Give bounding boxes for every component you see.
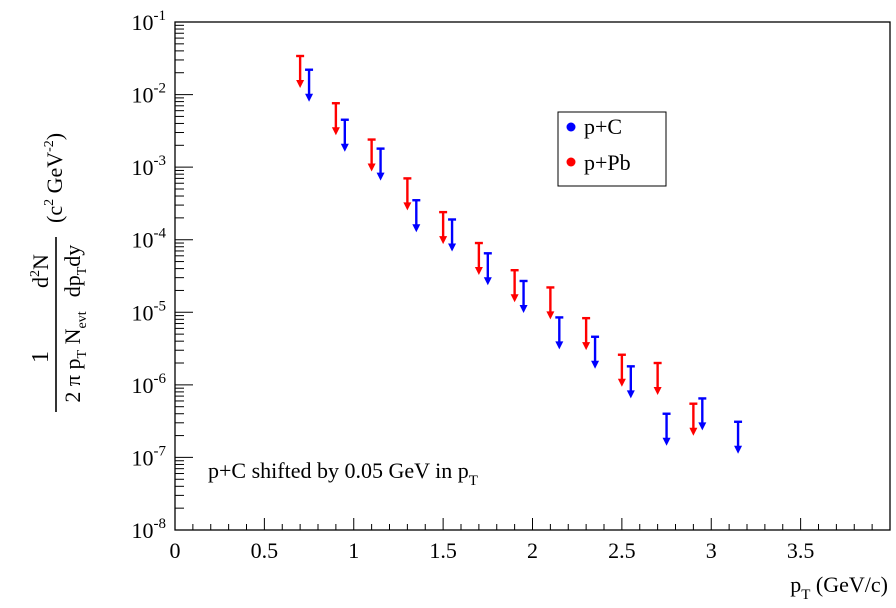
x-tick-label: 3.5 <box>787 538 815 563</box>
arrow-head <box>555 341 564 350</box>
arrow-head <box>546 311 555 320</box>
upper-limit-arrow-ppb <box>510 269 519 303</box>
upper-limit-arrow-ppb <box>689 402 698 436</box>
x-axis-title: pT (GeV/c) <box>790 572 888 603</box>
plot-frame <box>174 21 891 531</box>
x-axis: 0 0.5 1 1.5 2 2.5 3 3.5 <box>170 518 891 563</box>
y-tick-label: 10-7 <box>132 443 167 470</box>
upper-limit-arrow-pc <box>519 279 528 313</box>
y-axis: 10-8 10-7 10-6 10-5 10-4 10-3 10-2 10-1 <box>132 8 193 543</box>
legend-label-pc: p+C <box>584 114 622 139</box>
upper-limit-arrow-pc <box>412 199 421 233</box>
arrow-head <box>376 172 385 181</box>
upper-limit-arrow-ppb <box>617 353 626 387</box>
arrow-head <box>474 267 483 276</box>
upper-limit-arrow-pc <box>555 316 564 350</box>
x-tick-label: 1.5 <box>429 538 457 563</box>
legend-marker-ppb <box>566 157 576 167</box>
arrow-head <box>626 390 635 399</box>
arrow-head <box>483 277 492 286</box>
y-title-denominator: 2 π pT Nevt <box>60 311 90 402</box>
upper-limit-arrow-ppb <box>331 102 340 136</box>
x-tick-label: 1 <box>348 538 359 563</box>
arrow-head <box>296 80 305 89</box>
arrow-head <box>617 378 626 387</box>
upper-limit-arrow-ppb <box>296 54 305 89</box>
arrow-head <box>582 342 591 351</box>
legend-box <box>557 111 667 187</box>
x-tick-label: 3 <box>706 538 717 563</box>
upper-limit-arrow-pc <box>662 412 671 446</box>
upper-limit-arrow-pc <box>448 218 457 252</box>
arrow-head <box>510 294 519 303</box>
upper-limit-arrow-pc <box>626 365 635 399</box>
upper-limit-arrow-ppb <box>474 241 483 276</box>
arrow-head <box>305 93 314 102</box>
arrow-head <box>340 143 349 152</box>
upper-limit-arrow-pc <box>698 397 707 431</box>
upper-limit-arrow-ppb <box>439 210 448 245</box>
shift-annotation: p+C shifted by 0.05 GeV in pT <box>208 458 478 489</box>
upper-limit-arrow-pc <box>591 335 600 369</box>
y-tick-label: 10-3 <box>132 153 167 180</box>
x-tick-label: 2.5 <box>608 538 636 563</box>
upper-limit-arrow-pc <box>340 118 349 152</box>
arrow-head <box>331 127 340 136</box>
x-tick-label: 2 <box>527 538 538 563</box>
upper-limit-arrow-ppb <box>403 177 412 211</box>
y-tick-label: 10-2 <box>132 81 167 108</box>
arrow-head <box>734 445 743 454</box>
y-title-units: (c2 GeV-2) <box>42 133 67 223</box>
legend: p+C p+Pb <box>557 111 667 187</box>
arrow-head <box>698 422 707 431</box>
data-marks <box>296 54 743 454</box>
upper-limit-arrow-ppb <box>367 138 376 172</box>
arrow-head <box>403 202 412 211</box>
y-title-dptdy: dpTdy <box>60 245 90 298</box>
arrow-head <box>591 360 600 369</box>
y-tick-label: 10-6 <box>132 371 167 398</box>
arrow-head <box>412 224 421 233</box>
y-title-d2n: d2N <box>28 254 53 288</box>
y-tick-label: 10-1 <box>132 8 167 35</box>
upper-limit-arrow-ppb <box>546 286 555 320</box>
x-tick-label: 0 <box>170 538 181 563</box>
y-tick-label: 10-5 <box>132 298 167 325</box>
y-tick-label: 10-4 <box>132 226 167 253</box>
upper-limit-arrow-pc <box>376 147 385 181</box>
upper-limit-arrow-pc <box>734 420 743 454</box>
upper-limit-arrow-ppb <box>653 361 662 396</box>
arrow-head <box>519 304 528 313</box>
arrow-head <box>439 236 448 245</box>
upper-limit-arrow-ppb <box>582 316 591 351</box>
upper-limit-arrow-pc <box>483 252 492 286</box>
legend-label-ppb: p+Pb <box>584 150 631 175</box>
arrow-head <box>367 163 376 172</box>
legend-marker-pc <box>566 122 576 132</box>
arrow-head <box>662 437 671 446</box>
arrow-head <box>448 243 457 252</box>
y-tick-label: 10-8 <box>132 516 167 543</box>
upper-limit-arrow-pc <box>305 68 314 102</box>
y-title-numerator: 1 <box>28 351 54 363</box>
arrow-head <box>689 427 698 436</box>
arrow-head <box>653 387 662 396</box>
x-tick-label: 0.5 <box>251 538 279 563</box>
y-axis-title: 1 2 π pT Nevt d2N dpTdy (c2 GeV-2) <box>28 133 90 412</box>
